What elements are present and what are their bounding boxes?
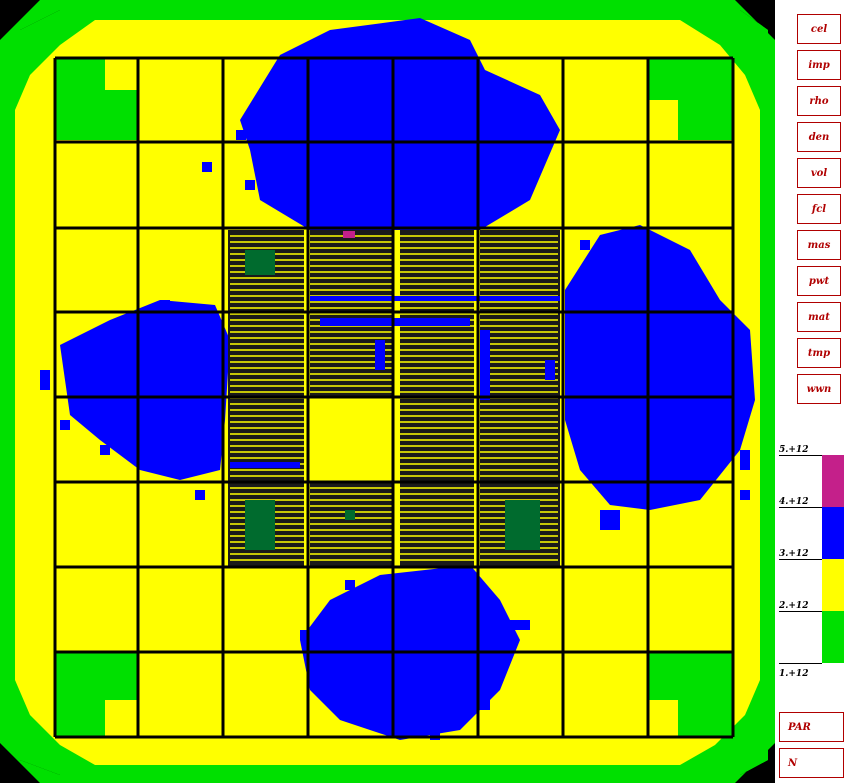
menu-button-par[interactable]: PAR — [779, 712, 844, 742]
menu-button-label: fcl — [811, 203, 827, 215]
menu-button-label: mat — [808, 311, 830, 323]
menu-button-tmp[interactable]: tmp — [797, 338, 841, 368]
menu-button-rho[interactable]: rho — [797, 86, 841, 116]
assembly-grid — [53, 56, 735, 739]
legend-tick — [779, 663, 822, 664]
menu-button-label: wwn — [806, 383, 832, 395]
menu-button-den[interactable]: den — [797, 122, 841, 152]
menu-button-wwn[interactable]: wwn — [797, 374, 841, 404]
legend-label: 1.+12 — [779, 669, 809, 679]
blue-region-top — [240, 18, 560, 230]
menu-button-label: imp — [808, 59, 830, 71]
menu-button-label: rho — [809, 95, 829, 107]
menu-button-imp[interactable]: imp — [797, 50, 841, 80]
corner-yellow-tl — [105, 58, 137, 90]
corner-yellow-br — [648, 700, 678, 737]
legend-tick — [779, 507, 822, 508]
menu-button-mas[interactable]: mas — [797, 230, 841, 260]
menu-button-mat[interactable]: mat — [797, 302, 841, 332]
corner-yellow-tr — [648, 100, 678, 140]
core-map-plot — [0, 0, 775, 783]
menu-button-label: vol — [810, 167, 828, 179]
menu-button-n[interactable]: N — [779, 748, 844, 778]
blue-pixel-cells — [40, 90, 750, 740]
menu-button-vol[interactable]: vol — [797, 158, 841, 188]
menu-button-label: cel — [810, 23, 828, 35]
legend-swatch-blue — [822, 507, 844, 559]
hot-cell — [343, 231, 355, 238]
menu-button-cel[interactable]: cel — [797, 14, 841, 44]
legend-label: 2.+12 — [779, 601, 809, 611]
corner-yellow-bl — [105, 700, 137, 737]
legend-label: 4.+12 — [779, 497, 809, 507]
menu-button-label: pwt — [808, 275, 830, 287]
legend-tick — [779, 559, 822, 560]
blue-region-right — [565, 225, 755, 510]
legend-swatch-magenta — [822, 455, 844, 507]
center-assembly — [310, 398, 394, 482]
legend-tick — [779, 455, 822, 456]
legend-tick — [779, 611, 822, 612]
legend-label: 5.+12 — [779, 445, 809, 455]
menu-button-pwt[interactable]: pwt — [797, 266, 841, 296]
menu-button-label: PAR — [788, 721, 811, 733]
legend-label: 3.+12 — [779, 549, 809, 559]
menu-button-label: tmp — [807, 347, 831, 359]
menu-button-label: mas — [807, 239, 831, 251]
legend-swatch-yellow — [822, 559, 844, 611]
legend-swatch-green — [822, 611, 844, 663]
menu-button-fcl[interactable]: fcl — [797, 194, 841, 224]
blue-region-left — [60, 300, 230, 480]
menu-button-label: den — [808, 131, 830, 143]
menu-button-label: N — [788, 757, 798, 769]
